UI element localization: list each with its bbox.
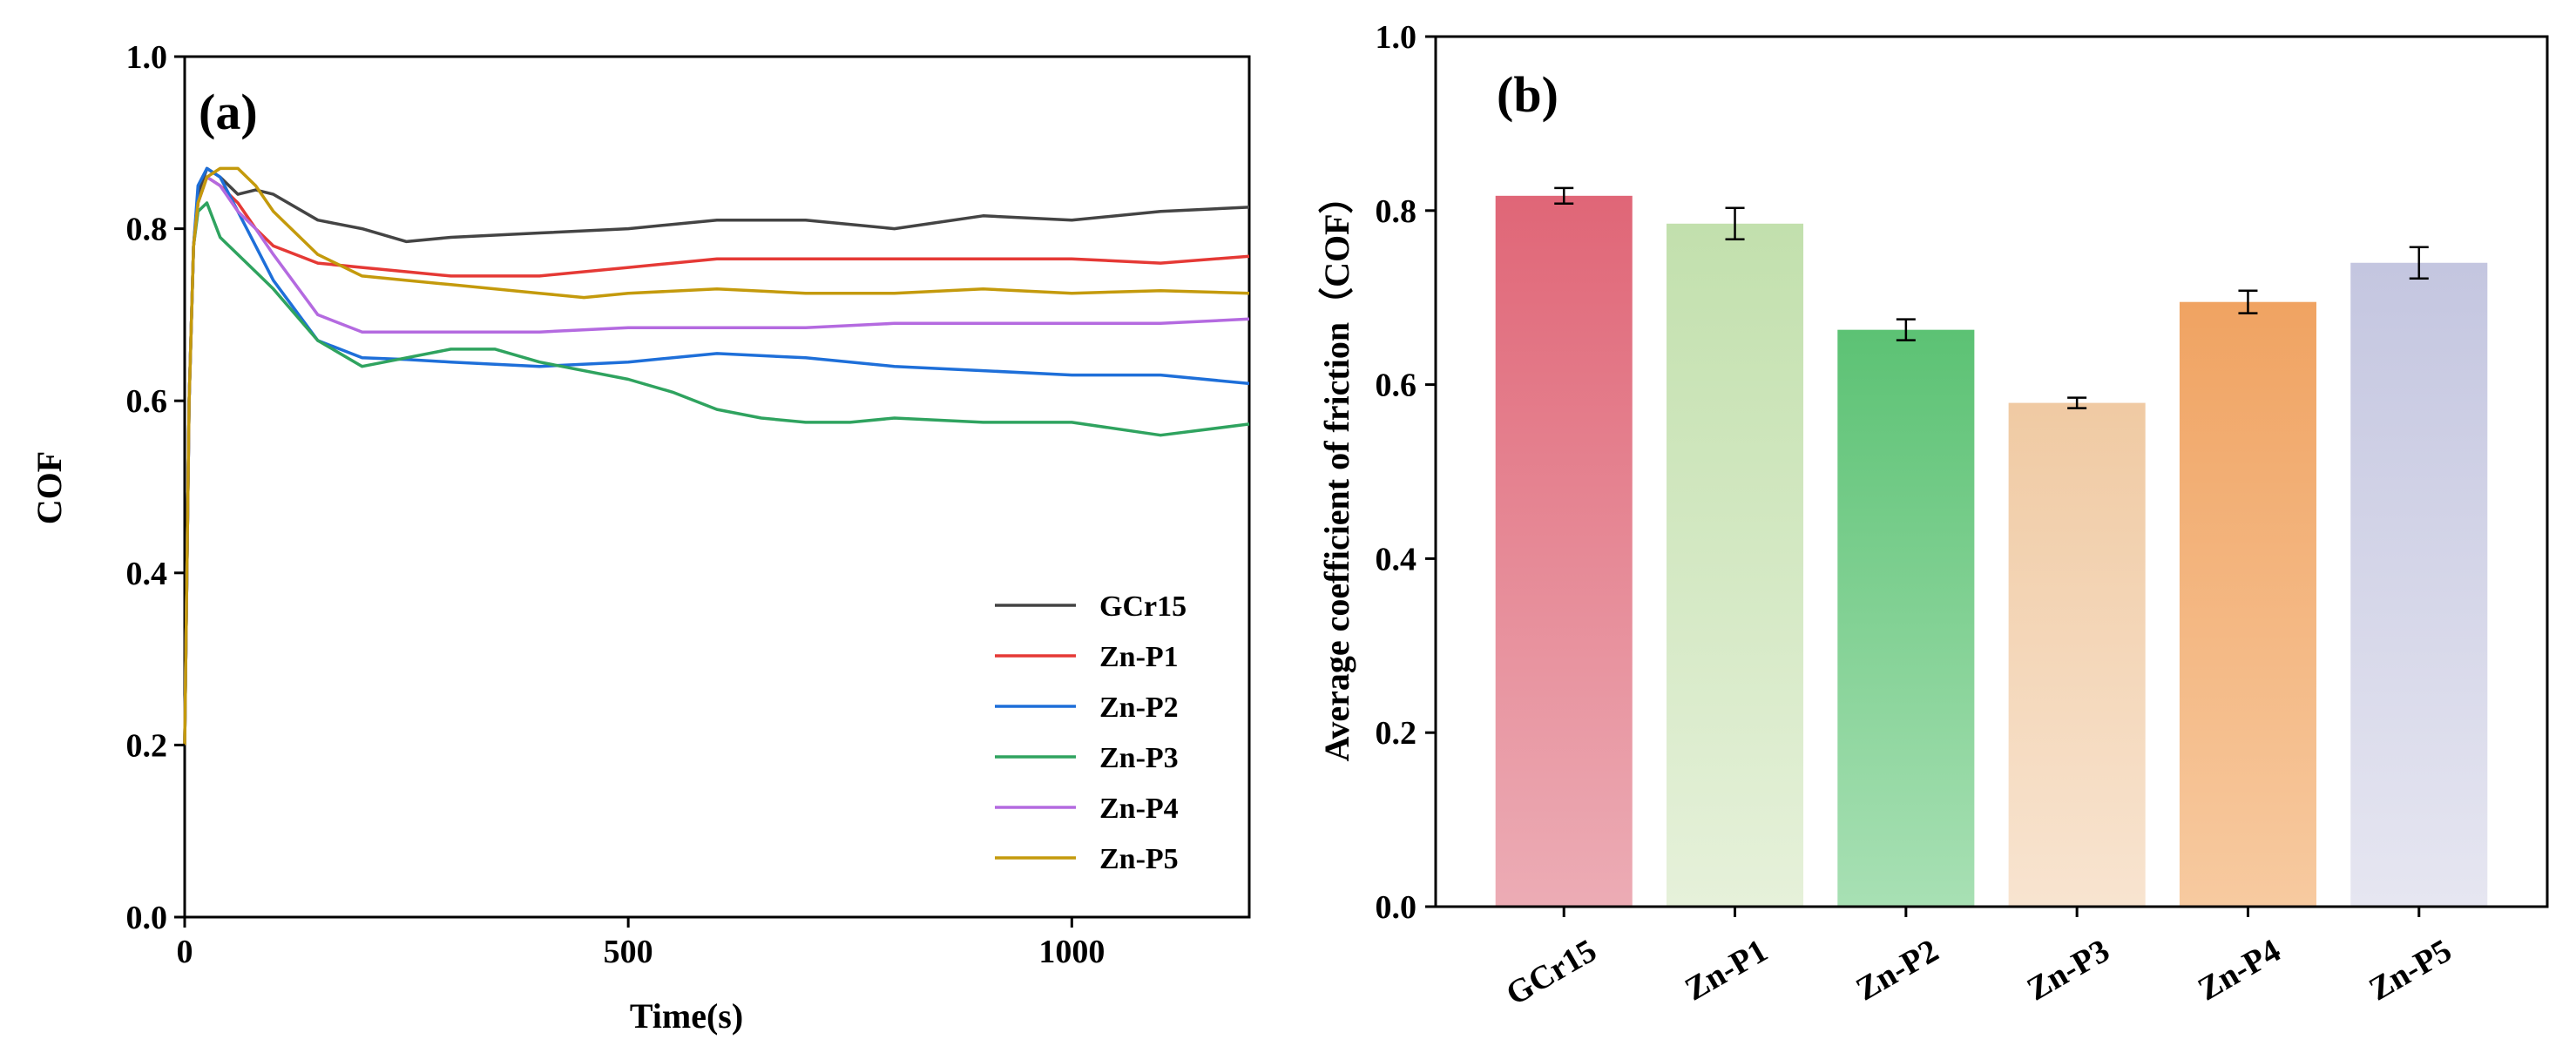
series-line-zn-p4 — [183, 175, 1250, 746]
bar-zn-p3 — [2008, 402, 2146, 908]
panel-a-y-tick-label: 0.2 — [126, 727, 168, 764]
category-label-zn-p5: Zn-P5 — [2363, 932, 2458, 1008]
series-line-zn-p2 — [183, 166, 1250, 746]
series-line-zn-p1 — [183, 175, 1250, 746]
panel-a-y-axis-title: COF — [30, 451, 69, 524]
panel-a-x-tick-label: 0 — [177, 934, 193, 970]
panel-b-y-tick-label: 0.2 — [1376, 715, 1417, 752]
panel-b-y-tick-label: 0.8 — [1376, 193, 1417, 230]
panel-a-series-group — [183, 166, 1250, 746]
panel-a-y-tick-label: 0.8 — [126, 212, 168, 248]
category-label-gcr15: GCr15 — [1500, 932, 1603, 1012]
panel-a-axes: 0.0 0.2 0.4 0.6 0.8 1.0 0 500 1000 — [126, 39, 1105, 970]
legend-label-gcr15: GCr15 — [1099, 590, 1187, 623]
panel-a-line-chart: 0.0 0.2 0.4 0.6 0.8 1.0 0 500 1000 (a) Time(s) C… — [30, 39, 1251, 1036]
bar-zn-p1 — [1667, 223, 1804, 907]
panel-b-y-tick-label: 0.6 — [1376, 368, 1417, 404]
error-bar-zn-p3 — [2067, 396, 2087, 409]
series-line-gcr15 — [183, 166, 1250, 746]
error-bar-zn-p1 — [1725, 206, 1745, 241]
panel-a-legend: GCr15 Zn-P1 Zn-P2 Zn-P3 Zn-P4 Zn-P5 — [995, 590, 1187, 875]
legend-label-zn-p5: Zn-P5 — [1099, 843, 1179, 875]
panel-a-y-tick-label: 1.0 — [126, 39, 168, 76]
bar-gcr15 — [1495, 195, 1633, 907]
panel-a-plot-frame — [183, 55, 1251, 919]
panel-b-y-tick-label: 1.0 — [1376, 19, 1417, 56]
error-bar-zn-p2 — [1896, 318, 1916, 341]
panel-a-y-tick-label: 0.4 — [126, 556, 168, 592]
category-label-zn-p3: Zn-P3 — [2021, 932, 2116, 1008]
panel-b-label: (b) — [1497, 66, 1558, 123]
panel-b-plot-frame — [1434, 35, 2549, 908]
series-line-zn-p5 — [183, 166, 1250, 746]
panel-a-x-axis-title: Time(s) — [630, 996, 743, 1036]
legend-label-zn-p3: Zn-P3 — [1099, 742, 1179, 774]
panel-b-y-tick-label: 0.4 — [1376, 541, 1417, 577]
series-line-zn-p3 — [183, 201, 1250, 746]
category-label-zn-p1: Zn-P1 — [1679, 932, 1774, 1008]
bar-zn-p5 — [2350, 262, 2488, 907]
error-bar-zn-p5 — [2409, 246, 2429, 280]
error-bar-zn-p4 — [2238, 289, 2258, 314]
panel-b-y-axis-title: Average coefficient of friction（COF） — [1317, 179, 1356, 761]
panel-a-x-tick-label: 500 — [604, 934, 653, 970]
error-bar-gcr15 — [1554, 186, 1574, 206]
panel-a-y-tick-label: 0.0 — [126, 900, 168, 936]
category-label-zn-p4: Zn-P4 — [2192, 932, 2287, 1008]
legend-label-zn-p1: Zn-P1 — [1099, 641, 1179, 673]
bar-zn-p4 — [2179, 301, 2316, 907]
panel-a-y-tick-label: 0.6 — [126, 383, 168, 420]
bar-zn-p2 — [1837, 329, 1975, 908]
panel-a-label: (a) — [199, 84, 258, 140]
legend-label-zn-p4: Zn-P4 — [1099, 793, 1179, 825]
category-label-zn-p2: Zn-P2 — [1850, 932, 1945, 1008]
legend-label-zn-p2: Zn-P2 — [1099, 692, 1179, 724]
panel-b-y-tick-label: 0.0 — [1376, 889, 1417, 926]
panel-a-x-tick-label: 1000 — [1038, 934, 1105, 970]
panel-b-bars-group — [1495, 186, 2488, 908]
panel-b-bar-chart: GCr15 Zn-P1 Zn-P2 Zn-P3 Zn-P4 Zn-P5 0.0 0.2 0.4 0… — [1317, 19, 2549, 1013]
